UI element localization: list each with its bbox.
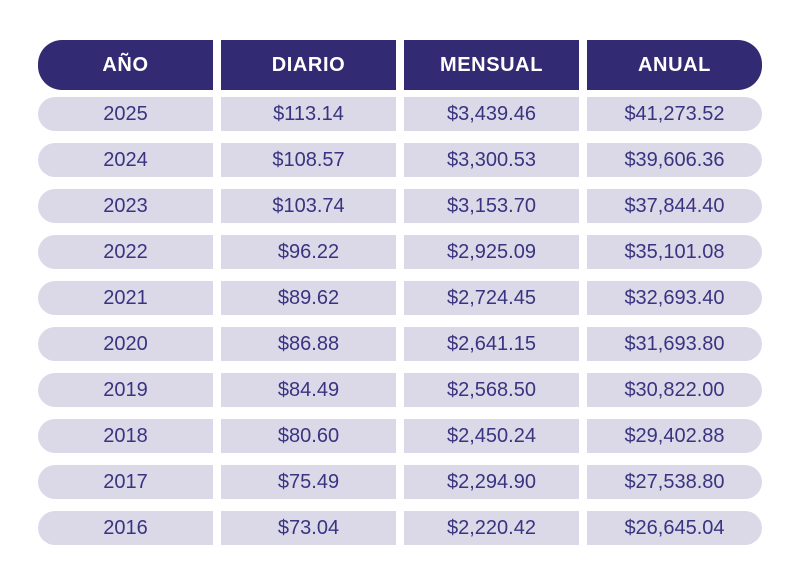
year-cell: 2022 [38, 235, 213, 269]
year-cell: 2024 [38, 143, 213, 177]
annual-cell: $26,645.04 [587, 511, 762, 545]
year-cell: 2020 [38, 327, 213, 361]
annual-cell: $30,822.00 [587, 373, 762, 407]
table-row: 2025 $113.14 $3,439.46 $41,273.52 [38, 97, 762, 131]
table-row: 2017 $75.49 $2,294.90 $27,538.80 [38, 465, 762, 499]
monthly-cell: $2,925.09 [404, 235, 579, 269]
column-header-anual: ANUAL [587, 40, 762, 90]
minimum-wage-table: AÑO DIARIO MENSUAL ANUAL 2025 $113.14 $3… [38, 40, 762, 545]
monthly-cell: $3,153.70 [404, 189, 579, 223]
daily-cell: $86.88 [221, 327, 396, 361]
monthly-cell: $2,294.90 [404, 465, 579, 499]
monthly-cell: $2,220.42 [404, 511, 579, 545]
table-row: 2024 $108.57 $3,300.53 $39,606.36 [38, 143, 762, 177]
daily-cell: $96.22 [221, 235, 396, 269]
daily-cell: $80.60 [221, 419, 396, 453]
annual-cell: $37,844.40 [587, 189, 762, 223]
annual-cell: $27,538.80 [587, 465, 762, 499]
daily-cell: $103.74 [221, 189, 396, 223]
monthly-cell: $3,439.46 [404, 97, 579, 131]
daily-cell: $113.14 [221, 97, 396, 131]
year-cell: 2023 [38, 189, 213, 223]
annual-cell: $31,693.80 [587, 327, 762, 361]
table-header-row: AÑO DIARIO MENSUAL ANUAL [38, 40, 762, 90]
year-cell: 2021 [38, 281, 213, 315]
annual-cell: $32,693.40 [587, 281, 762, 315]
column-header-diario: DIARIO [221, 40, 396, 90]
table-row: 2019 $84.49 $2,568.50 $30,822.00 [38, 373, 762, 407]
daily-cell: $89.62 [221, 281, 396, 315]
column-header-ano: AÑO [38, 40, 213, 90]
monthly-cell: $2,724.45 [404, 281, 579, 315]
annual-cell: $29,402.88 [587, 419, 762, 453]
table-row: 2023 $103.74 $3,153.70 $37,844.40 [38, 189, 762, 223]
year-cell: 2016 [38, 511, 213, 545]
monthly-cell: $3,300.53 [404, 143, 579, 177]
monthly-cell: $2,450.24 [404, 419, 579, 453]
table-row: 2018 $80.60 $2,450.24 $29,402.88 [38, 419, 762, 453]
table-row: 2020 $86.88 $2,641.15 $31,693.80 [38, 327, 762, 361]
daily-cell: $73.04 [221, 511, 396, 545]
table-row: 2022 $96.22 $2,925.09 $35,101.08 [38, 235, 762, 269]
year-cell: 2018 [38, 419, 213, 453]
daily-cell: $84.49 [221, 373, 396, 407]
column-header-mensual: MENSUAL [404, 40, 579, 90]
table-row: 2021 $89.62 $2,724.45 $32,693.40 [38, 281, 762, 315]
daily-cell: $108.57 [221, 143, 396, 177]
monthly-cell: $2,641.15 [404, 327, 579, 361]
year-cell: 2025 [38, 97, 213, 131]
year-cell: 2017 [38, 465, 213, 499]
table-row: 2016 $73.04 $2,220.42 $26,645.04 [38, 511, 762, 545]
year-cell: 2019 [38, 373, 213, 407]
daily-cell: $75.49 [221, 465, 396, 499]
annual-cell: $35,101.08 [587, 235, 762, 269]
annual-cell: $41,273.52 [587, 97, 762, 131]
annual-cell: $39,606.36 [587, 143, 762, 177]
monthly-cell: $2,568.50 [404, 373, 579, 407]
